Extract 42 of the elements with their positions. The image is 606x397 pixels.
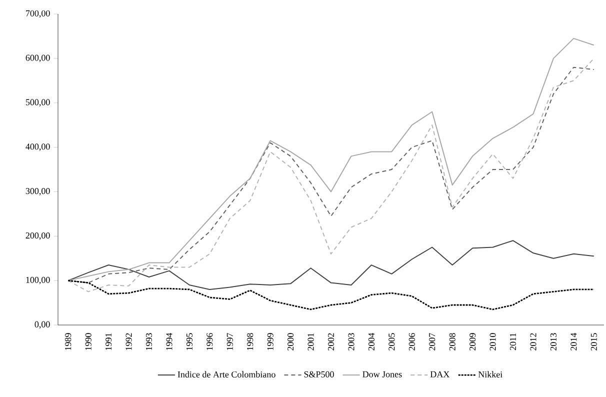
x-tick-label: 1989 (65, 333, 72, 350)
x-tick-label: 1993 (146, 333, 152, 350)
x-tick-label: 2001 (308, 333, 314, 350)
x-tick-label: 2004 (368, 332, 374, 350)
x-tick-label: 1997 (226, 333, 233, 350)
line-series (68, 240, 594, 290)
x-tick-label: 1996 (206, 333, 213, 350)
legend-label: Indice de Arte Colombiano (178, 371, 276, 378)
x-tick-label: 1992 (126, 333, 132, 350)
x-tick-label: 2000 (288, 333, 294, 350)
y-tick-label: 300,00 (26, 188, 50, 196)
x-tick-label: 2006 (408, 333, 415, 350)
y-tick-label: 500,00 (26, 99, 50, 107)
x-tick-label: 2005 (388, 333, 395, 350)
y-tick-label: 700,00 (26, 10, 50, 18)
line-series (67, 280, 595, 310)
x-tick-label: 1991 (106, 333, 112, 350)
y-tick-label: 400,00 (26, 144, 50, 151)
x-tick-label: 1995 (186, 333, 192, 350)
x-tick-label: 2013 (550, 333, 556, 350)
x-tick-label: 2003 (348, 333, 354, 350)
x-tick-label: 2012 (530, 333, 536, 350)
y-tick-label: 600,00 (26, 54, 50, 62)
x-tick-label: 2010 (490, 333, 496, 350)
legend-label: Dow Jones (362, 371, 402, 378)
x-tick-label: 2009 (470, 333, 476, 350)
legend-label: DAX (430, 371, 450, 378)
x-tick-label: 2007 (429, 333, 436, 350)
x-tick-label: 2002 (328, 333, 334, 350)
x-tick-label: 2014 (570, 332, 577, 350)
legend-label: Nikkei (478, 371, 502, 378)
x-tick-label: 2008 (449, 333, 456, 350)
x-tick-label: 2011 (510, 333, 516, 350)
x-tick-label: 1999 (267, 333, 274, 350)
x-tick-label: 1994 (166, 332, 172, 350)
y-tick-label: 200,00 (26, 232, 50, 240)
legend-label: S&P500 (304, 371, 334, 378)
x-tick-label: 2015 (590, 333, 597, 350)
y-tick-label: 100,00 (26, 276, 50, 284)
x-tick-label: 1998 (247, 333, 254, 350)
x-tick-label: 1990 (85, 333, 92, 350)
y-tick-label: 0,00 (34, 321, 50, 329)
